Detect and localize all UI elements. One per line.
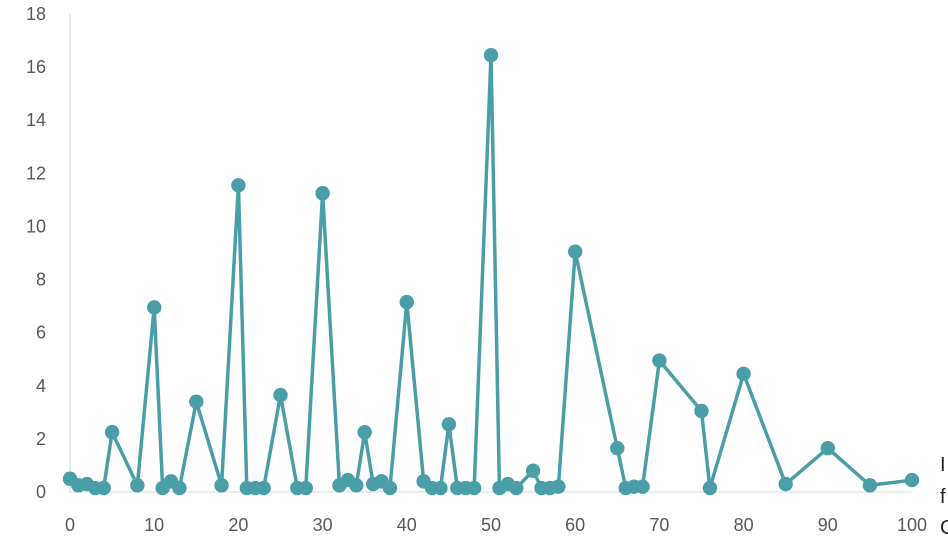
x-tick-label: 10: [144, 515, 164, 535]
series-layer: [62, 47, 920, 496]
data-point: [820, 440, 835, 456]
data-point: [525, 463, 541, 478]
data-point: [433, 480, 448, 496]
x-tick-label: 100: [897, 515, 927, 535]
y-tick-label: 10: [26, 216, 46, 236]
data-point: [172, 480, 187, 496]
data-point: [702, 480, 718, 496]
data-point: [568, 244, 583, 259]
data-point: [315, 186, 330, 201]
data-point: [273, 387, 288, 403]
data-point: [382, 480, 398, 496]
x-tick-label: 40: [397, 515, 417, 535]
x-tick-label: 70: [649, 515, 669, 535]
x-tick-label: 20: [228, 515, 248, 535]
y-tick-label: 0: [36, 482, 46, 502]
cut-off-text-0: I: [940, 454, 946, 476]
x-tick-label: 0: [65, 515, 75, 535]
y-tick-label: 16: [26, 57, 46, 77]
data-point: [104, 425, 120, 440]
y-tick-label: 4: [36, 376, 46, 396]
data-point: [147, 300, 162, 315]
data-point: [189, 394, 204, 409]
data-point: [635, 479, 650, 494]
cut-off-text-1: f: [940, 486, 946, 508]
data-point: [610, 440, 625, 456]
y-tick-label: 14: [26, 110, 46, 130]
data-point: [256, 480, 271, 496]
data-point: [778, 476, 793, 492]
y-axis: 0 2 4 6 8 10 12 14 16 18: [26, 4, 71, 502]
cut-off-side-text: IfC: [940, 454, 948, 539]
data-point: [652, 353, 667, 368]
data-point: [441, 417, 457, 432]
data-point: [862, 478, 878, 493]
x-tick-label: 50: [481, 515, 501, 535]
data-point: [298, 480, 313, 496]
data-point: [231, 178, 246, 193]
x-axis: 0 10 20 30 40 50 60 70 80 90 100: [65, 491, 927, 535]
x-tick-label: 90: [818, 515, 838, 535]
y-tick-label: 8: [36, 270, 46, 290]
data-point: [130, 478, 145, 493]
y-tick-label: 18: [26, 4, 46, 24]
data-point: [96, 480, 111, 496]
data-point: [357, 425, 372, 440]
y-tick-label: 12: [26, 163, 46, 183]
data-point: [509, 480, 524, 496]
data-point: [736, 366, 751, 382]
data-point: [466, 480, 482, 496]
series-line: [68, 53, 914, 490]
data-point: [483, 47, 499, 63]
data-point: [551, 479, 566, 494]
data-point: [214, 478, 229, 493]
x-tick-label: 80: [734, 515, 754, 535]
data-point: [349, 478, 364, 493]
y-tick-label: 2: [36, 429, 46, 449]
data-point: [399, 294, 414, 310]
data-point: [904, 472, 920, 488]
cut-off-text-2: C: [940, 517, 948, 539]
x-tick-label: 30: [313, 515, 333, 535]
x-tick-label: 60: [565, 515, 585, 535]
y-tick-label: 6: [36, 323, 46, 343]
data-point: [694, 403, 709, 419]
